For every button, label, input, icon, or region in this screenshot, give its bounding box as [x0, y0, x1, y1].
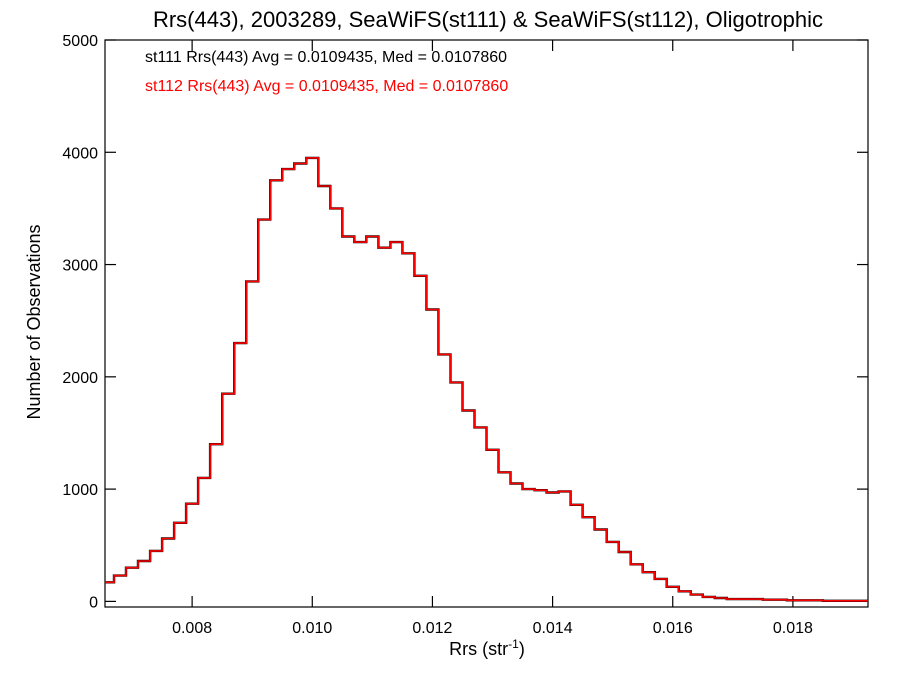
series-st112-line	[105, 157, 868, 602]
x-axis-label-main: Rrs (str	[449, 639, 508, 659]
y-tick-label: 2000	[62, 370, 98, 387]
chart-title: Rrs(443), 2003289, SeaWiFS(st111) & SeaW…	[153, 7, 823, 32]
x-axis-label-close: )	[519, 639, 525, 659]
x-tick-label: 0.012	[412, 620, 452, 637]
x-tick-label: 0.008	[172, 620, 212, 637]
x-tick-label: 0.014	[533, 620, 573, 637]
x-axis: 0.008 0.010 0.012 0.014 0.016 0.018	[172, 40, 813, 637]
series-st111-line	[105, 156, 868, 602]
y-tick-label: 1000	[62, 482, 98, 499]
plot-frame	[104, 39, 869, 608]
y-axis-label: Number of Observations	[24, 224, 44, 419]
x-tick-label: 0.016	[653, 620, 693, 637]
y-axis: 0 1000 2000 3000 4000 5000	[62, 33, 868, 611]
y-tick-label: 5000	[62, 33, 98, 50]
annotation-st112: st112 Rrs(443) Avg = 0.0109435, Med = 0.…	[145, 78, 508, 95]
x-axis-label-superscript: -1	[508, 637, 519, 651]
annotation-st111: st111 Rrs(443) Avg = 0.0109435, Med = 0.…	[145, 49, 507, 66]
y-tick-label: 4000	[62, 145, 98, 162]
y-tick-label: 3000	[62, 258, 98, 275]
x-tick-label: 0.010	[292, 620, 332, 637]
x-tick-label: 0.018	[773, 620, 813, 637]
y-tick-label: 0	[89, 594, 98, 611]
x-axis-label: Rrs (str-1)	[449, 637, 525, 659]
series-layer	[105, 156, 868, 602]
